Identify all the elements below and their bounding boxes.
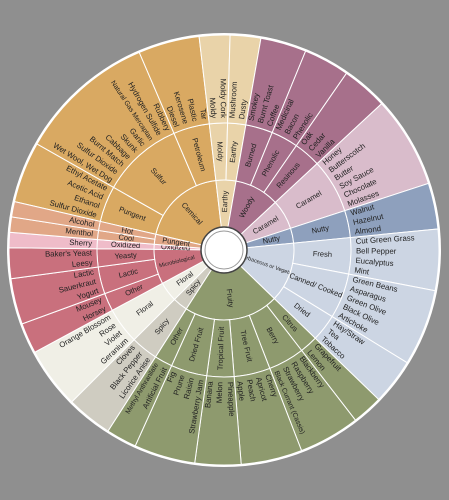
term-label: Mushroom xyxy=(228,81,239,118)
term-segment xyxy=(10,201,101,232)
term-label: Banana xyxy=(203,380,215,408)
term-label: Eucalyptus xyxy=(355,256,394,268)
wheel-hub xyxy=(200,226,248,274)
subgroup-label: Oxidized xyxy=(111,240,141,250)
family-label: Fruity xyxy=(225,288,236,308)
term-label: Apple xyxy=(235,381,246,402)
family-label: Nutty xyxy=(262,233,281,245)
subgroup-label: Hot xyxy=(121,225,135,236)
subgroup-label: Moldy xyxy=(215,141,225,162)
term-label: Melon xyxy=(215,382,225,403)
subgroup-label: Nutty xyxy=(311,223,330,235)
term-label: Mint xyxy=(354,265,371,276)
subgroup-label: Cool xyxy=(118,232,135,243)
term-label: Menthol xyxy=(65,226,94,238)
wheel-hub-inner-ring xyxy=(204,230,244,270)
term-label: Moldy Cork xyxy=(219,79,228,119)
term-label: Sherry xyxy=(69,238,92,248)
term-label: Moldy xyxy=(208,97,219,119)
term-label: Almond xyxy=(354,224,381,236)
term-label: Peach xyxy=(245,379,258,402)
term-label: Bell Pepper xyxy=(356,246,397,255)
term-label: Dusty xyxy=(237,99,249,120)
term-label: Leesy xyxy=(71,258,93,269)
subgroup-label: Yeasty xyxy=(114,250,137,260)
family-label: Oxidized xyxy=(161,242,191,252)
family-label: Pungent xyxy=(162,235,192,248)
term-label: Cut Green Grass xyxy=(355,233,414,246)
subgroup-label: Fresh xyxy=(313,249,333,259)
family-label: Earthy xyxy=(220,190,230,212)
term-label: Tar xyxy=(198,108,209,120)
subgroup-label: Tropical Fruit xyxy=(216,326,226,371)
subgroup-label: Earthy xyxy=(228,140,239,163)
term-label: Lactic xyxy=(73,267,95,279)
term-label: Pineapple xyxy=(226,382,237,417)
term-label: Baker's Yeast xyxy=(45,248,93,258)
